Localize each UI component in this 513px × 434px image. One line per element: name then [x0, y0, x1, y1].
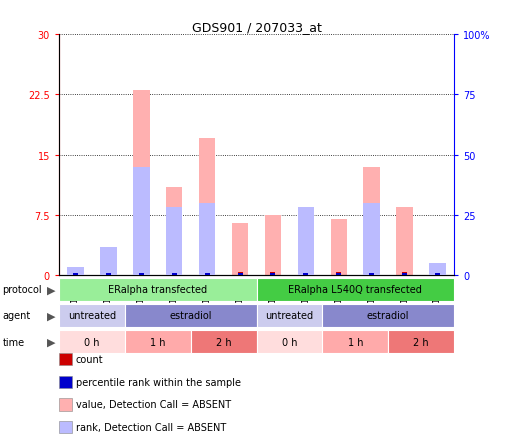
Title: GDS901 / 207033_at: GDS901 / 207033_at	[191, 20, 322, 33]
Bar	[106, 273, 111, 276]
Bar	[133, 91, 149, 276]
Bar	[429, 272, 446, 276]
Text: ERalpha transfected: ERalpha transfected	[108, 285, 207, 295]
Text: rank, Detection Call = ABSENT: rank, Detection Call = ABSENT	[76, 422, 226, 432]
Bar	[232, 224, 248, 276]
Bar	[172, 273, 176, 276]
Text: percentile rank within the sample: percentile rank within the sample	[76, 377, 241, 387]
Bar	[322, 304, 454, 327]
Text: time: time	[3, 337, 25, 347]
Bar	[139, 273, 144, 276]
Bar	[73, 273, 78, 276]
Bar	[402, 273, 407, 276]
Text: 0 h: 0 h	[84, 337, 100, 347]
Bar	[205, 273, 210, 276]
Bar	[330, 220, 347, 276]
Bar	[322, 330, 388, 353]
Text: untreated: untreated	[265, 311, 313, 321]
Bar	[59, 278, 256, 301]
Bar	[106, 273, 111, 276]
Text: 0 h: 0 h	[282, 337, 297, 347]
Bar	[298, 207, 314, 276]
Bar	[256, 304, 322, 327]
Bar	[303, 273, 308, 276]
Text: ▶: ▶	[47, 311, 55, 321]
Bar	[139, 273, 144, 276]
Text: untreated: untreated	[68, 311, 116, 321]
Bar	[397, 207, 413, 276]
Bar	[270, 273, 275, 276]
Bar	[199, 139, 215, 276]
Text: count: count	[76, 355, 104, 364]
Bar	[402, 273, 407, 276]
Bar	[67, 268, 84, 276]
Bar	[133, 167, 149, 276]
Bar	[256, 278, 454, 301]
Bar	[191, 330, 256, 353]
Bar	[100, 263, 116, 276]
Bar	[59, 304, 125, 327]
Text: estradiol: estradiol	[367, 311, 409, 321]
Text: protocol: protocol	[3, 285, 42, 295]
Bar	[100, 247, 116, 276]
Bar	[429, 263, 446, 276]
Bar	[435, 273, 440, 276]
Text: 2 h: 2 h	[413, 337, 429, 347]
Bar	[369, 273, 374, 276]
Bar	[205, 273, 210, 276]
Bar	[125, 304, 256, 327]
Bar	[256, 330, 322, 353]
Bar	[298, 207, 314, 276]
Text: 1 h: 1 h	[347, 337, 363, 347]
Text: value, Detection Call = ABSENT: value, Detection Call = ABSENT	[76, 400, 231, 409]
Bar	[270, 273, 275, 276]
Text: ERalpha L540Q transfected: ERalpha L540Q transfected	[288, 285, 422, 295]
Text: 1 h: 1 h	[150, 337, 166, 347]
Bar	[67, 267, 84, 276]
Bar	[337, 273, 341, 276]
Bar	[125, 330, 191, 353]
Text: ▶: ▶	[47, 285, 55, 295]
Bar	[238, 273, 243, 276]
Text: estradiol: estradiol	[169, 311, 212, 321]
Bar	[364, 167, 380, 276]
Bar	[303, 273, 308, 276]
Bar	[337, 273, 341, 276]
Bar	[369, 273, 374, 276]
Bar	[73, 273, 78, 276]
Bar	[59, 330, 125, 353]
Text: ▶: ▶	[47, 337, 55, 347]
Bar	[172, 273, 176, 276]
Bar	[364, 203, 380, 276]
Bar	[199, 203, 215, 276]
Bar	[166, 207, 183, 276]
Bar	[238, 273, 243, 276]
Text: agent: agent	[3, 311, 31, 321]
Bar	[435, 273, 440, 276]
Bar	[166, 187, 183, 276]
Bar	[388, 330, 454, 353]
Text: 2 h: 2 h	[216, 337, 231, 347]
Bar	[265, 215, 281, 276]
